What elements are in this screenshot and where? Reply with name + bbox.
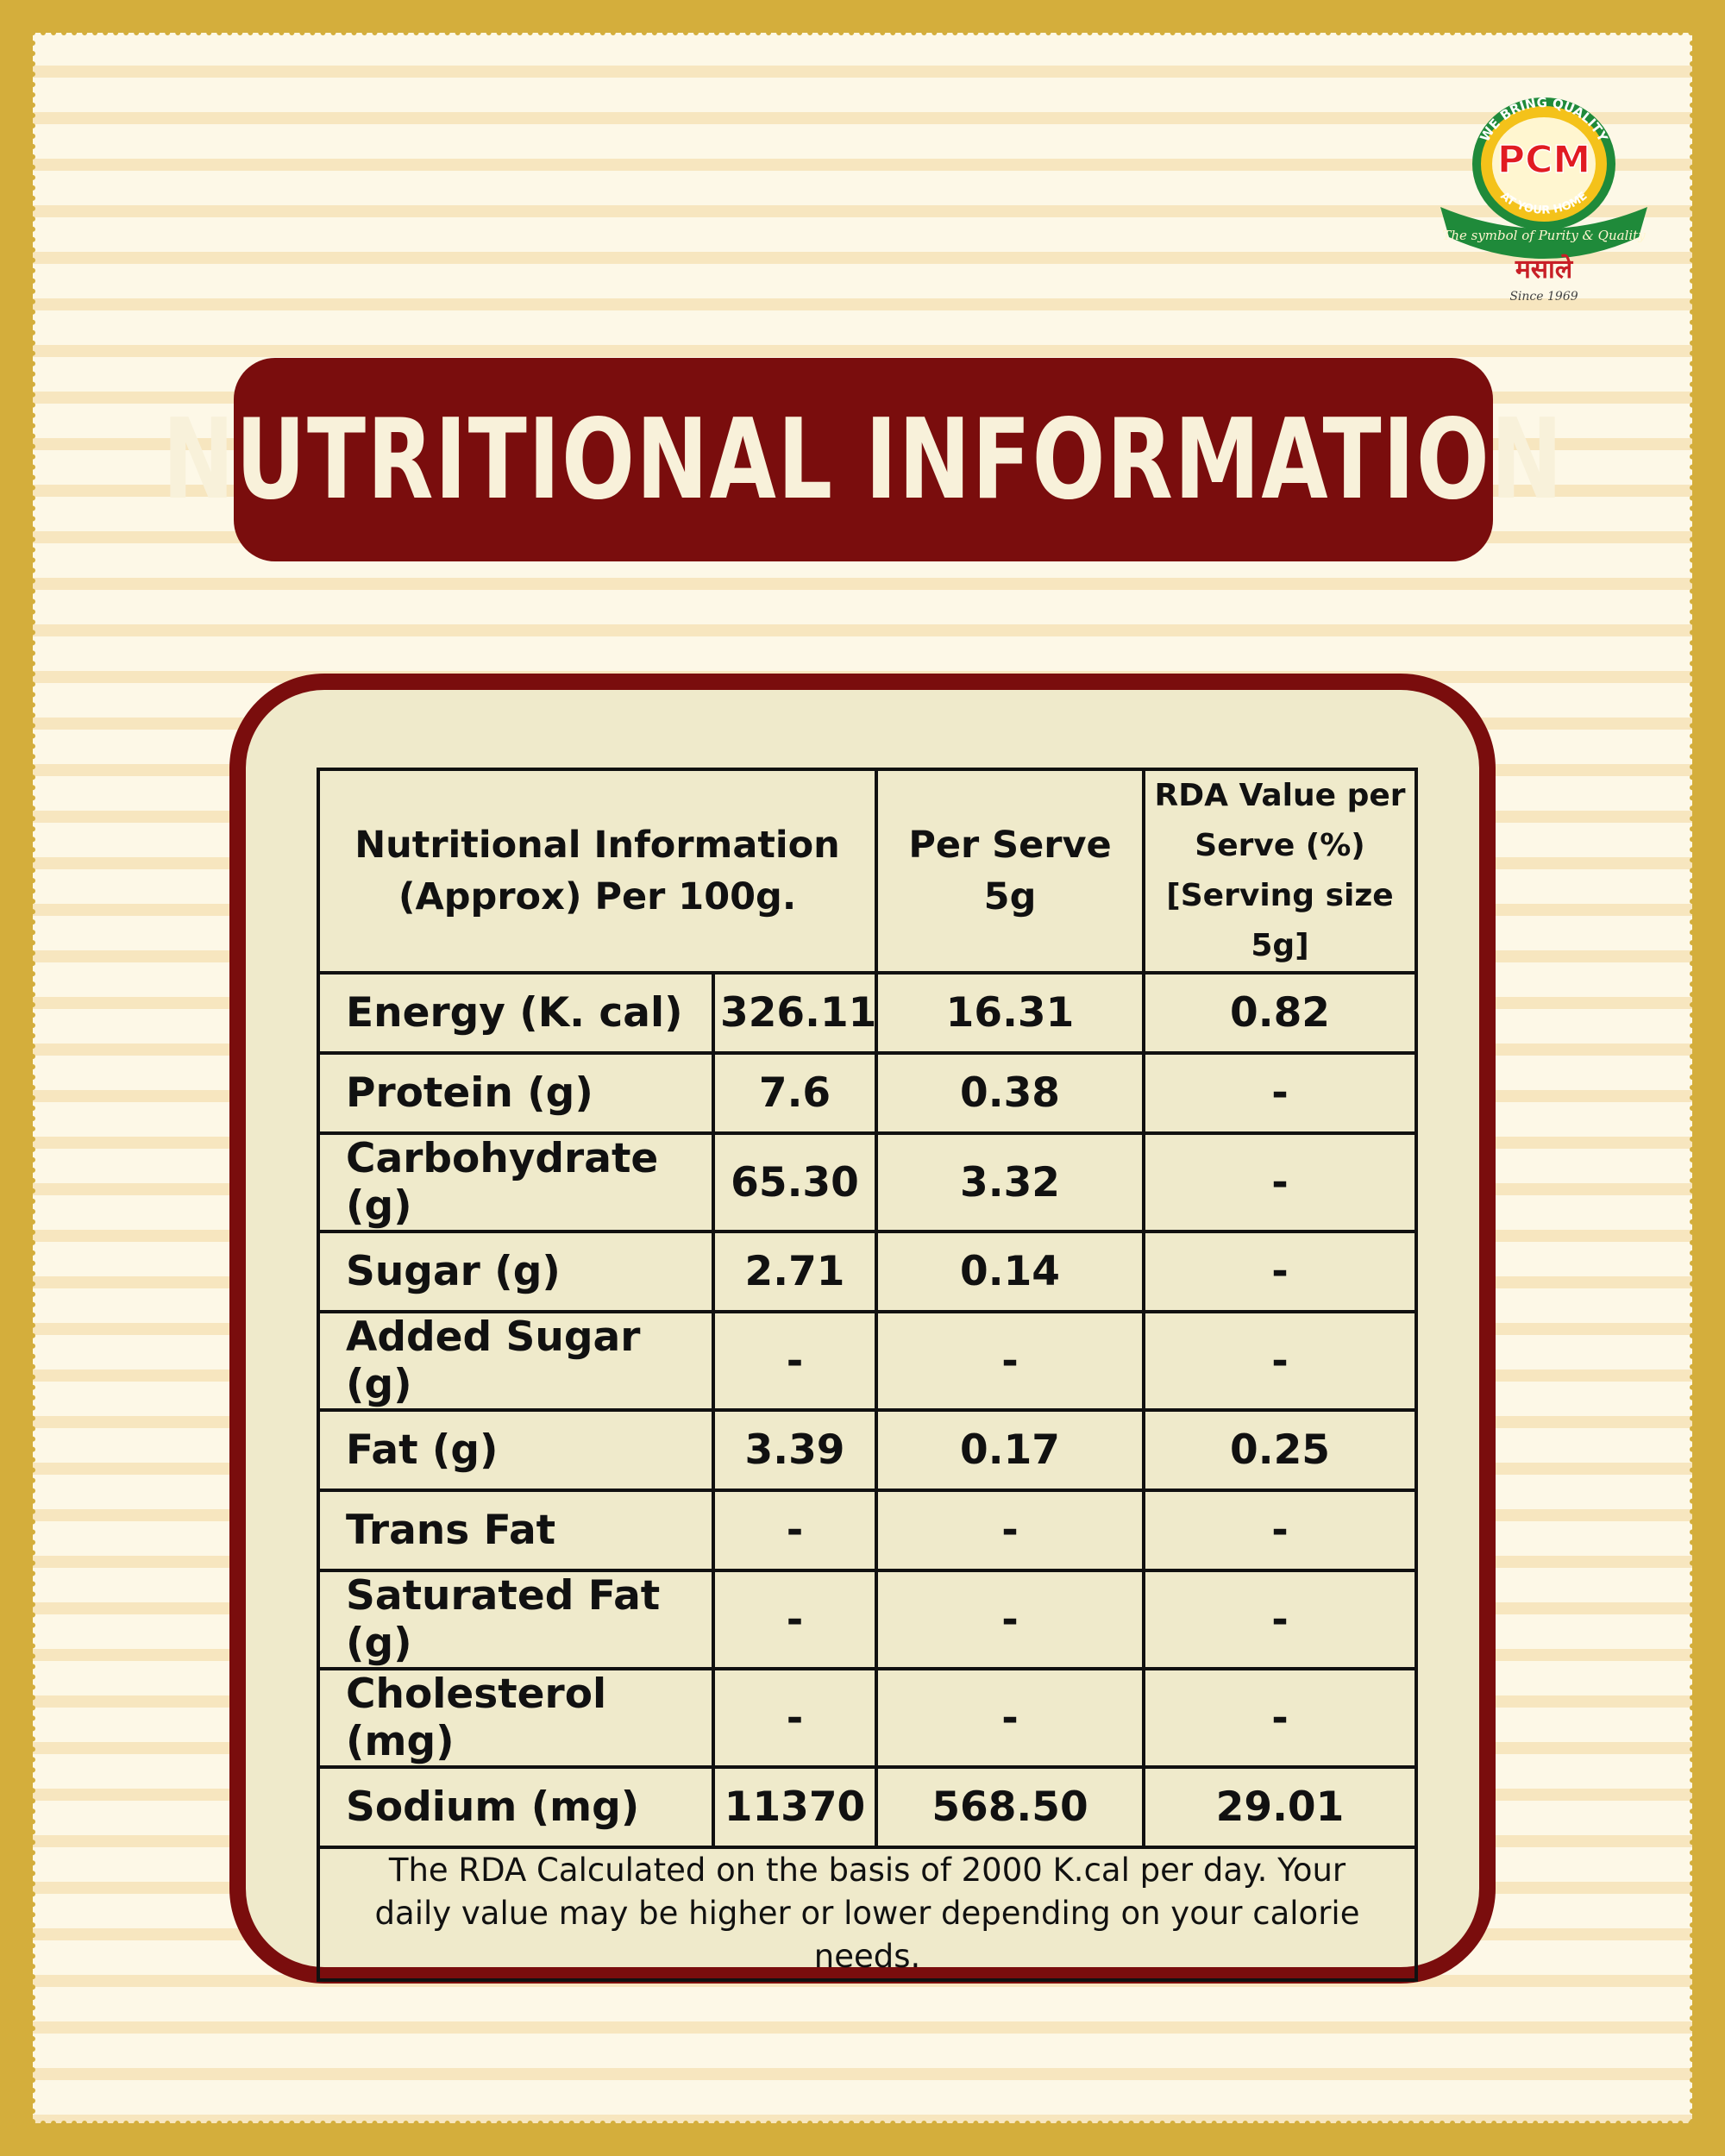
- nutrient-name: Sodium (mg): [317, 1765, 715, 1849]
- nutrient-value: -: [711, 1489, 879, 1572]
- nutrient-row: Fat (g) 3.39 0.17 0.25: [317, 1408, 1419, 1492]
- nutrient-value: 0.17: [875, 1408, 1146, 1492]
- nutrient-row: Sugar (g) 2.71 0.14-: [317, 1230, 1419, 1313]
- nutrient-value: 568.50: [875, 1765, 1146, 1849]
- nutrient-value: -: [875, 1489, 1146, 1572]
- logo-subtitle: मसाले: [1515, 254, 1574, 285]
- nutrient-name: Fat (g): [317, 1408, 715, 1492]
- nutrient-value: 0.25: [1142, 1408, 1419, 1492]
- logo-since: Since 1969: [1509, 290, 1578, 304]
- nutrient-value: -: [711, 1667, 879, 1769]
- nutrient-name: Carbohydrate (g): [317, 1131, 715, 1233]
- nutrient-name: Saturated Fat (g): [317, 1569, 715, 1670]
- nutrient-value: -: [1142, 1310, 1419, 1412]
- nutrient-row: Cholesterol (mg) - - -: [317, 1667, 1419, 1769]
- nutrient-value: 0.14: [875, 1230, 1146, 1313]
- nutrient-name: Sugar (g): [317, 1230, 715, 1313]
- nutrient-value: 29.01: [1142, 1765, 1419, 1849]
- nutrient-name: Protein (g): [317, 1051, 715, 1135]
- header-row: Nutritional Information (Approx) Per 100…: [316, 768, 1419, 975]
- nutrient-value: 2.71: [711, 1230, 879, 1313]
- nutrient-value: -: [711, 1569, 879, 1670]
- nutrient-value: -: [1142, 1131, 1419, 1233]
- nutrient-value: -: [875, 1310, 1146, 1412]
- nutrient-name: Added Sugar (g): [317, 1310, 715, 1412]
- nutrient-name: Cholesterol (mg): [317, 1667, 715, 1769]
- nutrient-value: 7.6: [711, 1051, 879, 1135]
- nutrient-row: Saturated Fat (g) - - -: [317, 1569, 1419, 1670]
- title: NUTRITIONAL INFORMATION: [162, 395, 1565, 524]
- nutrient-value: -: [1142, 1667, 1419, 1769]
- nutrient-value: -: [1142, 1230, 1419, 1313]
- nutrient-value: -: [1142, 1489, 1419, 1572]
- nutrient-row: Added Sugar (g) - - -: [317, 1310, 1419, 1412]
- nutrient-row: Sodium (mg) 11370 568.50 29.01: [317, 1765, 1419, 1849]
- nutrition-table: Nutritional Information (Approx) Per 100…: [316, 768, 1419, 1982]
- nutrient-value: -: [875, 1667, 1146, 1769]
- nutrient-row: Protein (g) 7.6 0.38-: [317, 1051, 1419, 1135]
- nutrient-value: -: [1142, 1569, 1419, 1670]
- nutrient-value: -: [875, 1569, 1146, 1670]
- nutrient-value: 16.31: [875, 971, 1146, 1055]
- header-cell: Per Serve 5g: [875, 768, 1146, 975]
- nutrient-value: -: [1142, 1051, 1419, 1135]
- table-body: Nutritional Information (Approx) Per 100…: [316, 768, 1419, 1982]
- nutrient-value: 0.38: [875, 1051, 1146, 1135]
- footnote-row: The RDA Calculated on the basis of 2000 …: [316, 1846, 1419, 1982]
- header-cell: RDA Value per Serve (%) [Serving size 5g…: [1142, 768, 1419, 975]
- nutrient-value: -: [711, 1310, 879, 1412]
- nutrient-value: 326.11: [711, 971, 879, 1055]
- logo-ribbon: The symbol of Purity & Quality: [1442, 228, 1646, 243]
- brand-logo: WE BRING QUALITY AT YOUR HOME PCM The sy…: [1440, 95, 1647, 304]
- header-cell: Nutritional Information (Approx) Per 100…: [316, 768, 879, 975]
- footnote: The RDA Calculated on the basis of 2000 …: [316, 1846, 1419, 1982]
- nutrient-value: 65.30: [711, 1131, 879, 1233]
- nutrient-value: 0.82: [1142, 971, 1419, 1055]
- nutrient-name: Trans Fat: [317, 1489, 715, 1572]
- nutrient-row: Carbohydrate (g) 65.30 3.32-: [317, 1131, 1419, 1233]
- nutrient-row: Energy (K. cal) 326.11 16.31 0.82: [317, 971, 1419, 1055]
- nutrient-value: 3.39: [711, 1408, 879, 1492]
- title-banner: NUTRITIONAL INFORMATION: [162, 358, 1563, 561]
- nutrient-value: 3.32: [875, 1131, 1146, 1233]
- nutrient-value: 11370: [711, 1765, 879, 1849]
- logo-brand: PCM: [1497, 138, 1590, 182]
- nutrient-name: Energy (K. cal): [317, 971, 715, 1055]
- nutrient-row: Trans Fat - - -: [317, 1489, 1419, 1572]
